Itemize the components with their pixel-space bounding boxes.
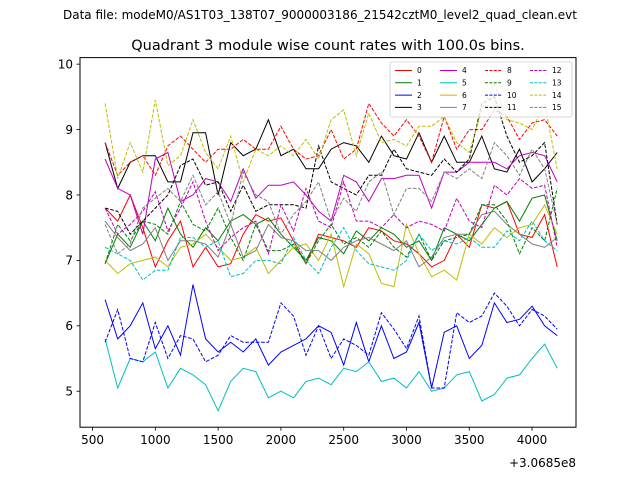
legend-label-7: 7 (462, 103, 467, 112)
y-tick-label: 7 (65, 254, 73, 268)
legend-label-2: 2 (417, 91, 422, 100)
series-line-5 (104, 338, 558, 413)
x-tick-label: 2000 (266, 433, 297, 447)
x-tick-label: 1500 (203, 433, 234, 447)
x-tick-label: 1000 (140, 433, 171, 447)
x-tick-label: 500 (81, 433, 104, 447)
series-line-7 (104, 210, 558, 268)
legend-label-11: 11 (507, 103, 517, 112)
legend-label-4: 4 (462, 66, 467, 75)
legend-label-14: 14 (552, 91, 562, 100)
y-axis: 5 6 7 8 9 10 (58, 57, 80, 399)
series-line-15 (104, 141, 558, 255)
series-line-14 (104, 82, 558, 184)
y-tick-label: 9 (65, 123, 73, 137)
legend-label-3: 3 (417, 103, 422, 112)
series-layer (104, 82, 558, 413)
y-tick-label: 5 (65, 385, 73, 399)
series-line-12 (104, 177, 558, 256)
y-tick-label: 8 (65, 188, 73, 202)
legend-label-8: 8 (507, 66, 512, 75)
x-axis: 500 1000 1500 2000 2500 3000 3500 4000 (81, 427, 547, 447)
x-tick-label: 2500 (328, 433, 359, 447)
legend-box (389, 61, 573, 118)
x-tick-label: 3500 (454, 433, 485, 447)
legend-label-0: 0 (417, 66, 422, 75)
legend-label-9: 9 (507, 79, 512, 88)
series-line-6 (104, 203, 558, 289)
series-line-13 (104, 220, 558, 281)
series-line-3 (104, 118, 558, 196)
series-line-8 (104, 102, 558, 177)
x-tick-label: 3000 (391, 433, 422, 447)
legend-label-13: 13 (552, 79, 562, 88)
legend-label-15: 15 (552, 103, 562, 112)
legend-label-5: 5 (462, 79, 467, 88)
series-line-0 (104, 193, 558, 269)
series-line-1 (104, 194, 558, 264)
y-tick-label: 10 (58, 57, 73, 71)
legend-label-1: 1 (417, 79, 422, 88)
legend-label-10: 10 (507, 91, 517, 100)
plot-frame (79, 57, 577, 428)
series-line-2 (104, 284, 558, 389)
legend-label-12: 12 (552, 66, 562, 75)
chart-title: Quadrant 3 module wise count rates with … (131, 38, 525, 54)
x-tick-label: 4000 (517, 433, 548, 447)
x-offset-label: +3.0685e8 (509, 456, 576, 470)
legend-label-6: 6 (462, 91, 467, 100)
y-tick-label: 6 (65, 319, 73, 333)
chart-suptitle: Data file: modeM0/AS1T03_138T07_90000031… (63, 8, 577, 22)
series-line-10 (104, 292, 558, 389)
